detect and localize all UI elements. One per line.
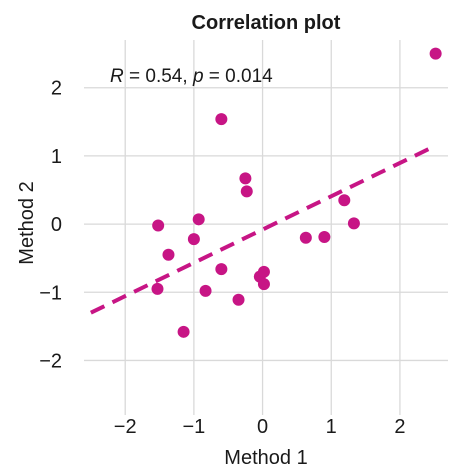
p-value: = 0.014: [204, 66, 274, 87]
data-point: [187, 233, 200, 246]
y-tick-label: 0: [51, 214, 62, 236]
y-tick-label: 1: [51, 146, 62, 168]
data-point: [338, 194, 351, 207]
regression-line: [89, 144, 436, 315]
data-point: [162, 248, 175, 261]
data-point: [152, 219, 165, 232]
data-point: [215, 263, 228, 276]
x-tick-label: −1: [182, 416, 205, 438]
chart-title: Correlation plot: [192, 12, 341, 34]
x-tick-label: 2: [394, 416, 405, 438]
grid-lines: [84, 40, 448, 415]
p-symbol: p: [192, 66, 204, 87]
data-point: [299, 231, 312, 244]
data-points: [151, 47, 442, 338]
y-tick-label: −2: [39, 350, 62, 372]
data-point: [232, 293, 245, 306]
y-tick-label: 2: [51, 78, 62, 100]
tick-labels: −2 −1 0 1 2 −2 −1 0 1 2: [39, 78, 405, 438]
data-point: [177, 325, 190, 338]
r-symbol: R: [110, 66, 124, 87]
data-point: [192, 213, 205, 226]
data-point: [318, 231, 331, 244]
x-tick-label: −2: [114, 416, 137, 438]
x-tick-label: 0: [257, 416, 268, 438]
data-point: [257, 265, 270, 278]
data-point: [429, 47, 442, 60]
correlation-annotation: R = 0.54, p = 0.014: [110, 66, 273, 87]
r-value: = 0.54,: [124, 66, 193, 87]
y-axis-label: Method 2: [16, 181, 38, 264]
data-point: [347, 217, 360, 230]
data-point: [215, 113, 228, 126]
x-axis-label: Method 1: [224, 447, 307, 469]
data-point: [199, 284, 212, 297]
data-point: [257, 278, 270, 291]
data-point: [239, 172, 252, 185]
data-point: [151, 282, 164, 295]
data-point: [240, 185, 253, 198]
y-tick-label: −1: [39, 282, 62, 304]
x-tick-label: 1: [326, 416, 337, 438]
